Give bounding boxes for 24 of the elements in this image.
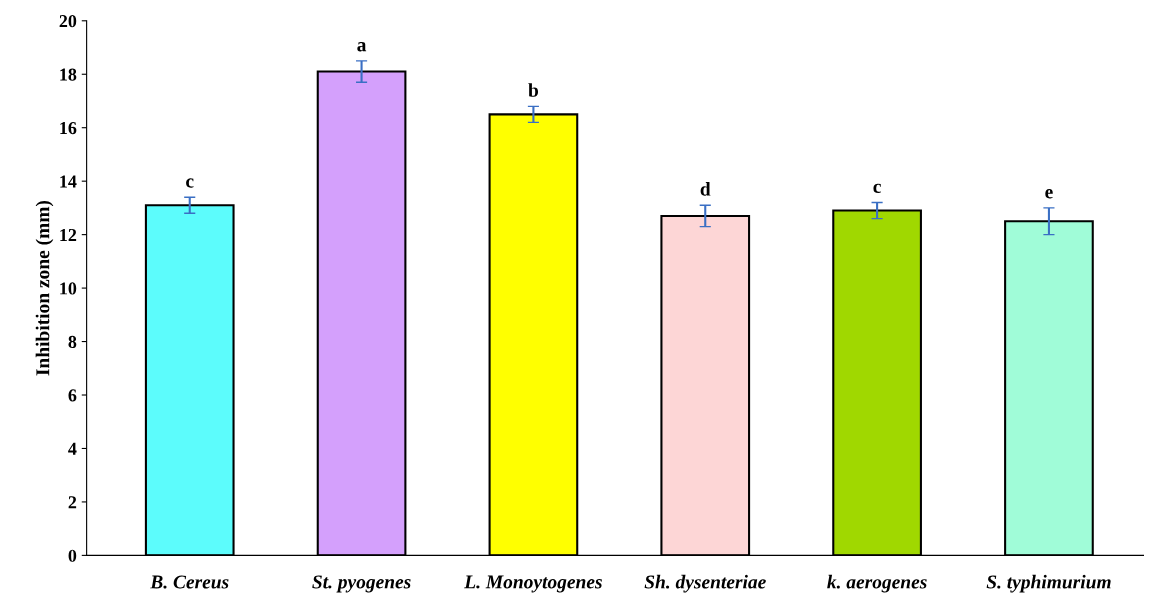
x-tick-label: S. typhimurium xyxy=(986,574,1111,593)
annotation: a xyxy=(357,42,367,52)
y-tick-label: 14 xyxy=(60,175,77,188)
y-axis-title: Inhibition zone (mm) xyxy=(35,200,54,376)
x-tick-label: B. Cereus xyxy=(150,575,229,589)
y-tick-label: 12 xyxy=(60,228,77,241)
x-tick-label: L. Monoytogenes xyxy=(464,575,602,593)
annotation: d xyxy=(700,182,711,196)
annotation: c xyxy=(186,178,194,188)
annotation: b xyxy=(528,83,539,97)
y-tick-label: 8 xyxy=(68,335,77,348)
y-tick-label: 4 xyxy=(68,442,77,455)
x-tick-label: Sh. dysenteriae xyxy=(644,574,766,593)
y-tick-label: 0 xyxy=(68,549,77,562)
x-tick-label: St. pyogenes xyxy=(312,575,411,593)
y-tick-label: 16 xyxy=(60,122,77,135)
annotation: e xyxy=(1045,189,1053,199)
y-tick-label: 18 xyxy=(60,68,77,81)
annotation: c xyxy=(873,183,881,194)
x-tick-label: k. aerogenes xyxy=(827,574,927,593)
y-tick-label: 10 xyxy=(60,282,77,295)
y-tick-label: 20 xyxy=(59,15,77,28)
y-tick-label: 6 xyxy=(68,389,77,402)
y-tick-label: 2 xyxy=(68,496,77,509)
